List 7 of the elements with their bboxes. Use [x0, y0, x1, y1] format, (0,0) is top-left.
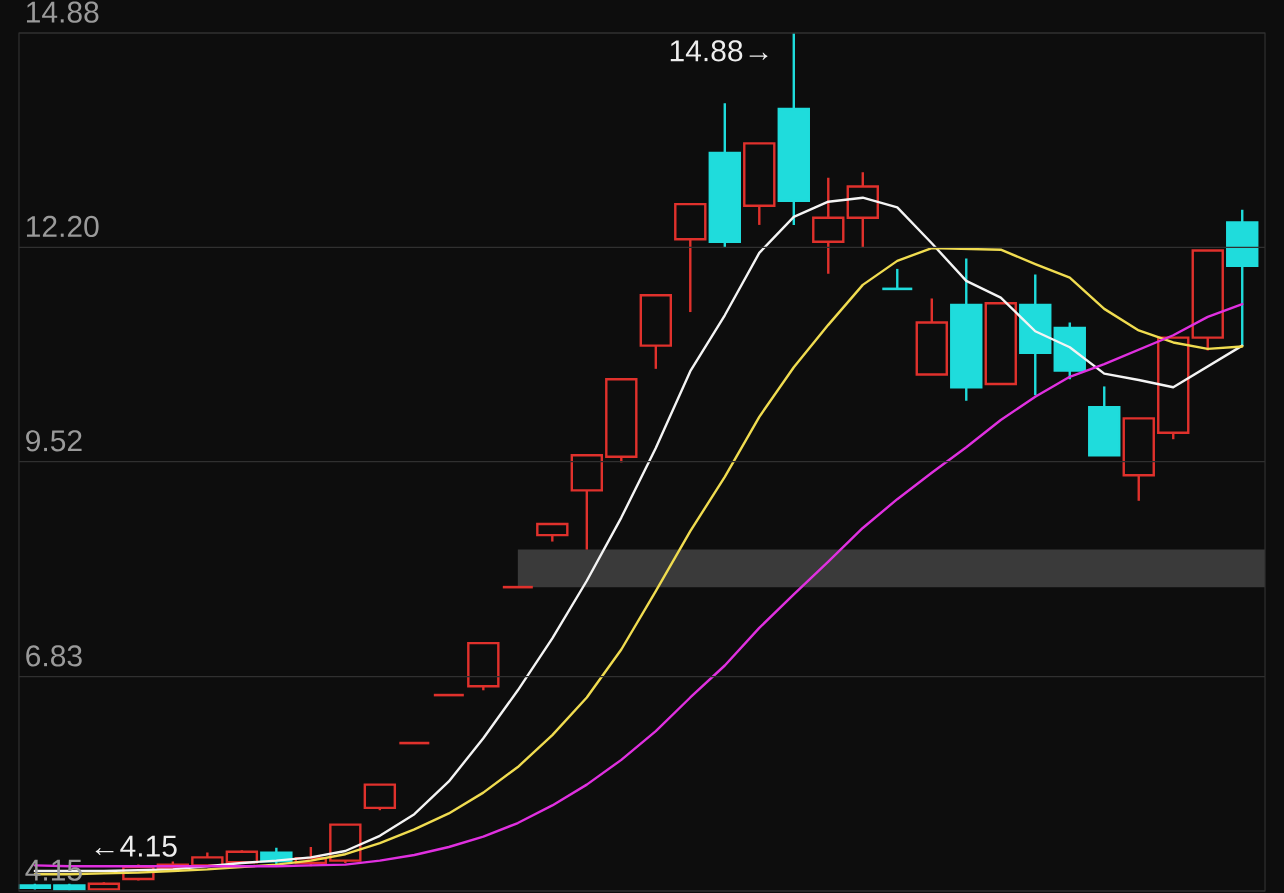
annotation: ←4.15: [95, 835, 177, 857]
y-tick-label: 4.15: [25, 859, 82, 881]
y-tick-label: 12.20: [26, 215, 99, 238]
annotation: 14.88→: [670, 40, 768, 62]
y-tick-label: 14.88: [26, 1, 99, 23]
y-tick-label: 6.83: [26, 645, 82, 667]
y-tick-label: 9.52: [26, 430, 82, 452]
